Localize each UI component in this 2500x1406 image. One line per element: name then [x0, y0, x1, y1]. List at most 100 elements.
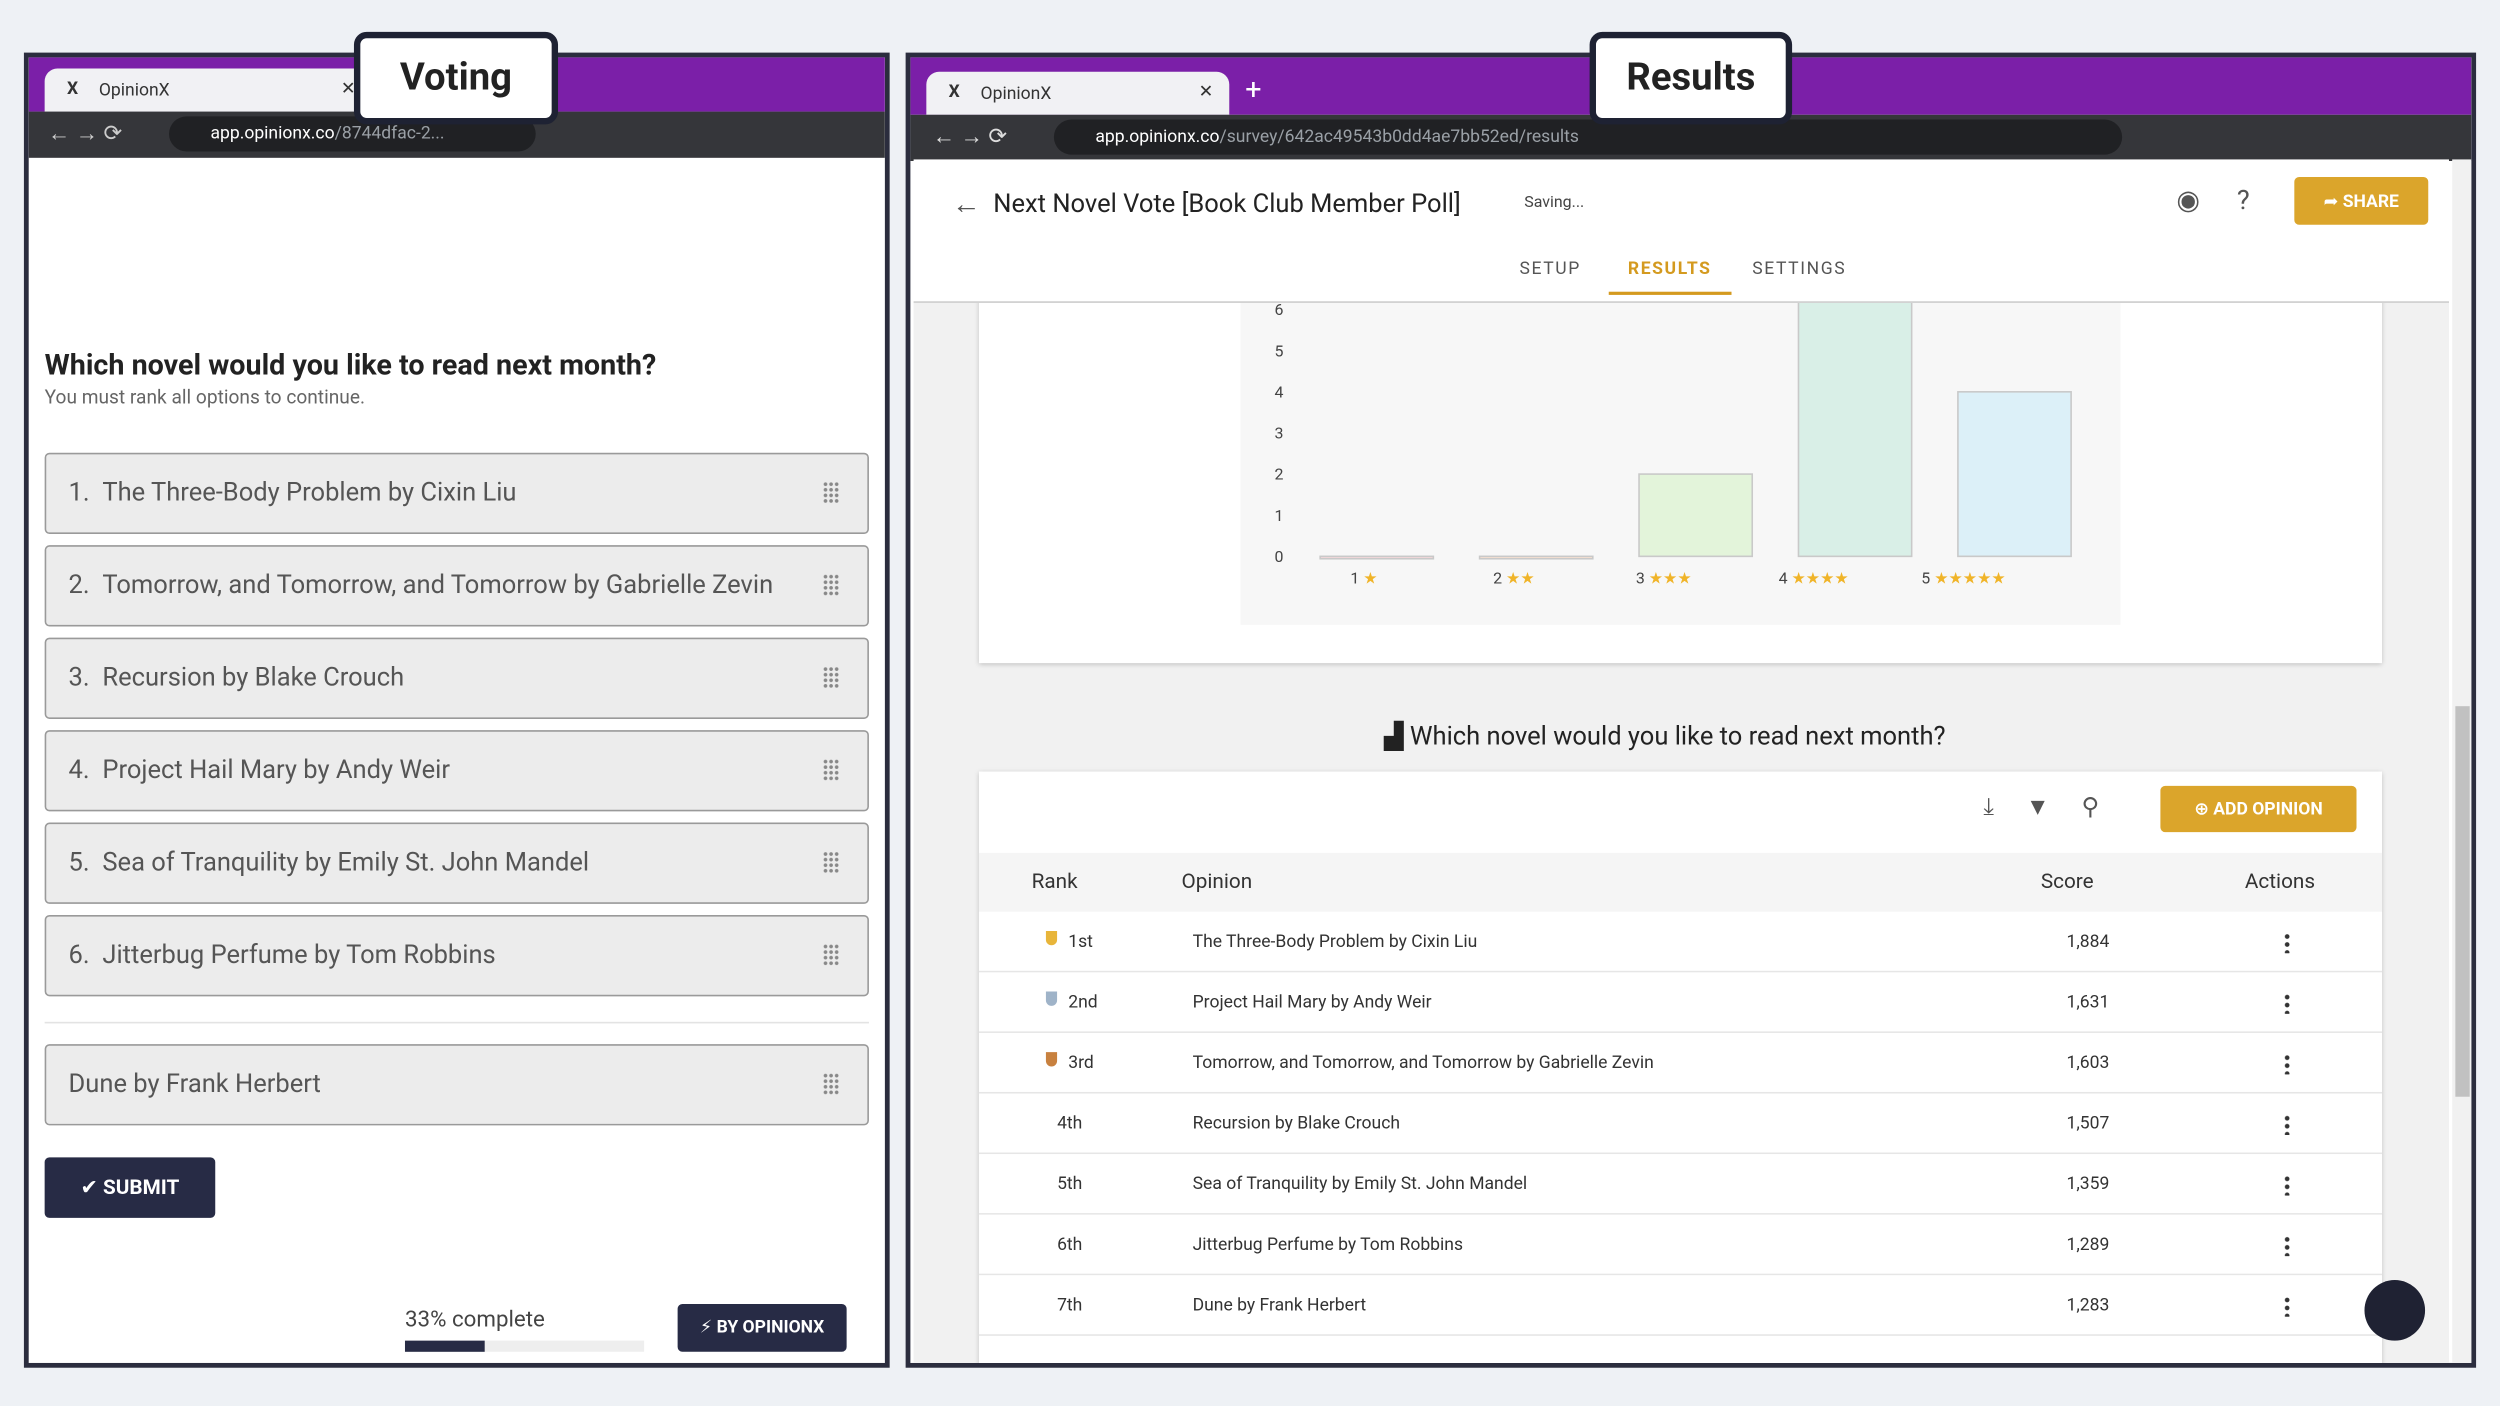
- ranked-option[interactable]: 2. Tomorrow, and Tomorrow, and Tomorrow b…: [44, 545, 869, 627]
- browser-tab[interactable]: OpinionX X ✕: [926, 71, 1230, 115]
- ranked-option[interactable]: 6. Jitterbug Perfume by Tom Robbins: [44, 915, 869, 997]
- actions-menu[interactable]: [2284, 932, 2290, 954]
- score: 1,283: [2066, 1294, 2110, 1316]
- option-text: Tomorrow, and Tomorrow, and Tomorrow by …: [102, 569, 774, 600]
- url[interactable]: app.opinionx.co/survey/642ac49543b0dd4ae…: [1053, 119, 2123, 155]
- ranked-option[interactable]: 5. Sea of Tranquility by Emily St. John M…: [44, 822, 869, 904]
- actions-menu[interactable]: [2284, 1296, 2290, 1317]
- opinion: The Three-Body Problem by Cixin Liu: [1192, 930, 1478, 952]
- opinion: Jitterbug Perfume by Tom Robbins: [1192, 1233, 1464, 1255]
- address-bar: ← → ⟳ app.opinionx.co/survey/642ac49543b…: [910, 114, 2472, 162]
- results-label: Results: [1589, 31, 1793, 125]
- actions-menu[interactable]: [2284, 1235, 2290, 1257]
- table-header: Rank Opinion Score Actions: [978, 852, 2383, 912]
- table-row: 4th Recursion by Blake Crouch 1,507: [978, 1093, 2383, 1155]
- option-text: Recursion by Blake Crouch: [102, 661, 405, 692]
- option-rank: 3.: [68, 661, 90, 692]
- preview-icon[interactable]: ◉: [2176, 184, 2201, 217]
- opinion: Tomorrow, and Tomorrow, and Tomorrow by …: [1192, 1052, 1654, 1073]
- table-row: 3rd Tomorrow, and Tomorrow, and Tomorrow …: [978, 1032, 2383, 1094]
- category: 3: [1636, 568, 1645, 587]
- rank: 3rd: [1068, 1052, 1094, 1073]
- unranked-option[interactable]: Dune by Frank Herbert: [44, 1044, 869, 1126]
- share-label: SHARE: [2342, 191, 2399, 213]
- medal: [1045, 991, 1058, 1006]
- y-tick-label: 4: [1275, 382, 1284, 401]
- table-row: 6th Jitterbug Perfume by Tom Robbins 1,289: [978, 1214, 2383, 1276]
- nav-tab[interactable]: RESULTS: [1608, 258, 1731, 295]
- drag-handle: [822, 481, 839, 504]
- x-tick-label: 2 ★★: [1493, 568, 1535, 587]
- new-tab[interactable]: +: [1245, 73, 1262, 107]
- actions-menu[interactable]: [2284, 1114, 2290, 1135]
- url-path: /survey/642ac49543b0dd4ae7bb52ed/results: [1219, 125, 1579, 147]
- actions-menu[interactable]: [2284, 1174, 2290, 1196]
- ranked-option[interactable]: 3. Recursion by Blake Crouch: [44, 637, 869, 719]
- bar: [1478, 555, 1594, 560]
- opinion: Project Hail Mary by Andy Weir: [1192, 991, 1432, 1013]
- drag-handle: [822, 573, 839, 597]
- category: 2: [1493, 568, 1502, 587]
- toolbar-icons[interactable]: ⤓▼⚲: [1983, 792, 2131, 821]
- y-tick-label: 0: [1275, 547, 1284, 566]
- x-tick-label: 1 ★: [1350, 568, 1377, 587]
- share-button[interactable]: ➦ SHARE: [2294, 176, 2429, 225]
- save-status: Saving...: [1524, 194, 1585, 213]
- submit-button[interactable]: ✔ SUBMIT: [44, 1157, 216, 1218]
- actions-menu[interactable]: [2284, 1053, 2290, 1075]
- survey-title: Next Novel Vote [Book Club Member Poll]: [993, 188, 1461, 219]
- badge-label: BY OPINIONX: [716, 1316, 825, 1338]
- y-tick-label: 3: [1275, 424, 1284, 443]
- bar: [1319, 555, 1435, 560]
- opinion: Sea of Tranquility by Emily St. John Man…: [1192, 1173, 1528, 1194]
- back-button[interactable]: ←: [951, 188, 981, 222]
- column-header[interactable]: Rank: [1031, 870, 1078, 895]
- table-question: Which novel would you like to read next …: [1409, 720, 1946, 751]
- category: 5: [1921, 568, 1930, 587]
- question: Which novel would you like to read next …: [44, 349, 657, 383]
- ranked-option[interactable]: 1. The Three-Body Problem by Cixin Liu: [44, 452, 869, 535]
- nav-tab[interactable]: SETUP: [1519, 258, 1581, 279]
- option-text: Dune by Frank Herbert: [68, 1068, 321, 1099]
- opinion: Dune by Frank Herbert: [1192, 1294, 1367, 1316]
- table-row: 2nd Project Hail Mary by Andy Weir 1,631: [978, 972, 2383, 1033]
- progress-text: 33% complete: [404, 1307, 545, 1333]
- add-opinion-button[interactable]: ⊕ ADD OPINION: [2160, 785, 2357, 833]
- y-tick-label: 2: [1275, 465, 1284, 484]
- scrollbar: [2452, 159, 2472, 1363]
- stars: ★★★: [1645, 568, 1692, 587]
- help-icon[interactable]: ?: [2236, 184, 2250, 217]
- drag-handle: [822, 943, 839, 967]
- option-rank: 4.: [68, 754, 90, 785]
- option-rank: 6.: [68, 938, 90, 970]
- nav-tab[interactable]: SETTINGS: [1752, 258, 1847, 279]
- x-tick-label: 4 ★★★★: [1779, 568, 1849, 587]
- drag-handle: [822, 1072, 839, 1096]
- stars: ★: [1359, 568, 1377, 587]
- rank: 6th: [1057, 1233, 1083, 1255]
- option-text: Project Hail Mary by Andy Weir: [102, 754, 451, 785]
- add-opinion-label: ADD OPINION: [2213, 798, 2323, 820]
- tab-title: OpinionX: [98, 79, 170, 101]
- badge[interactable]: ⚡ BY OPINIONX: [677, 1303, 847, 1352]
- score: 1,631: [2066, 991, 2110, 1013]
- hint: You must rank all options to continue.: [44, 385, 366, 409]
- y-tick-label: 1: [1275, 506, 1284, 525]
- x-tick-label: 5 ★★★★★: [1921, 568, 2005, 587]
- x-tick-label: 3 ★★★: [1636, 568, 1692, 587]
- opinion: Recursion by Blake Crouch: [1192, 1112, 1401, 1134]
- actions-menu[interactable]: [2284, 993, 2290, 1014]
- score: 1,359: [2066, 1173, 2110, 1194]
- browser-tab[interactable]: OpinionX X ✕: [44, 68, 372, 112]
- column-header: Score: [2040, 870, 2094, 895]
- rank: 2nd: [1068, 991, 1098, 1013]
- category: 4: [1779, 568, 1788, 587]
- bar: [1957, 391, 2072, 558]
- chat-button[interactable]: [2364, 1280, 2426, 1341]
- app-header: ← Next Novel Vote [Book Club Member Poll…: [913, 159, 2449, 303]
- medal: [1045, 1052, 1058, 1067]
- ranked-option[interactable]: 4. Project Hail Mary by Andy Weir: [44, 730, 869, 812]
